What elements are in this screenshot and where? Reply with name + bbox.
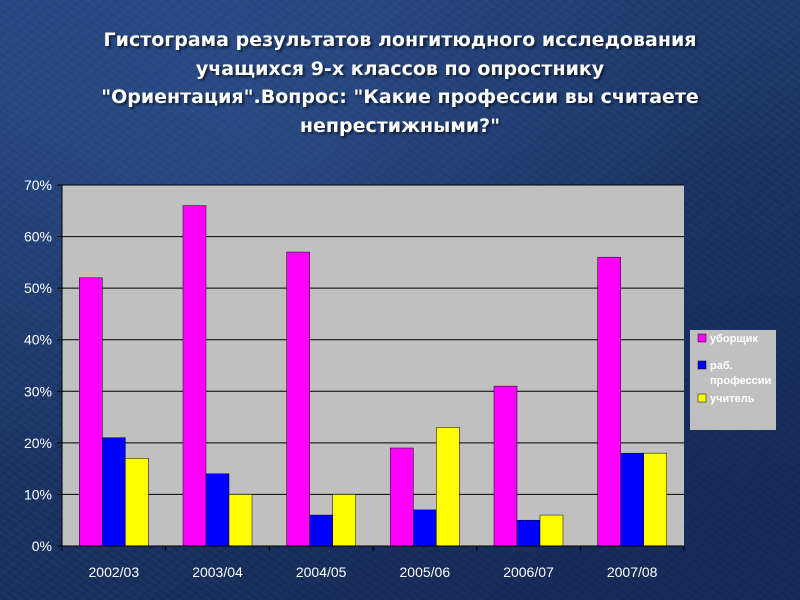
title-line: Гистограма результатов лонгитюдного иссл… — [103, 29, 697, 51]
y-tick-label: 70% — [24, 177, 52, 193]
x-tick-label: 2005/06 — [400, 564, 451, 580]
legend-label: уборщик — [710, 333, 758, 345]
bar-1-3 — [413, 509, 437, 547]
bar-0-0 — [79, 277, 103, 547]
y-tick-label: 30% — [24, 383, 52, 399]
bar-0-2 — [286, 251, 310, 547]
y-tick-label: 60% — [24, 229, 52, 245]
x-tick-label: 2004/05 — [296, 564, 347, 580]
x-tick-label: 2007/08 — [607, 564, 658, 580]
bar-1-5 — [620, 452, 644, 547]
bar-2-1 — [228, 494, 253, 547]
legend: уборщик раб. профессии учитель — [690, 330, 776, 430]
bar-2-4 — [539, 514, 564, 547]
x-tick-label: 2003/04 — [192, 564, 243, 580]
plot-area — [62, 185, 684, 546]
bar-0-3 — [390, 447, 414, 547]
x-tick-label: 2002/03 — [89, 564, 140, 580]
y-tick-label: 50% — [24, 280, 52, 296]
bar-2-0 — [125, 458, 149, 547]
legend-box — [690, 330, 776, 430]
legend-swatch — [697, 360, 707, 370]
bar-2-2 — [332, 494, 356, 547]
bars — [79, 205, 667, 547]
legend-label: учитель — [710, 393, 755, 405]
y-tick-label: 40% — [24, 332, 52, 348]
bar-1-2 — [309, 514, 333, 547]
y-tick-label: 0% — [32, 538, 52, 554]
bar-2-5 — [643, 452, 667, 547]
title-line: учащихся 9-х классов по опростнику — [195, 57, 605, 80]
y-tick-label: 20% — [24, 435, 52, 451]
y-tick-label: 10% — [24, 486, 52, 502]
title-line: "Ориентация".Вопрос: "Какие профессии вы… — [101, 86, 699, 108]
bar-1-4 — [516, 519, 541, 547]
legend-label: раб. профессии — [710, 360, 771, 387]
slide-title: Гистограма результатов лонгитюдного иссл… — [40, 26, 760, 140]
grid-lines — [62, 184, 684, 495]
title-line: непрестижными?" — [299, 114, 501, 137]
legend-swatch — [697, 393, 707, 403]
x-axis-ticks: 2002/03 2003/04 2004/05 2005/06 2006/07 2007/… — [61, 546, 685, 580]
bar-0-5 — [597, 256, 621, 547]
bar-0-1 — [182, 205, 207, 547]
bar-2-3 — [436, 427, 460, 547]
x-tick-label: 2006/07 — [503, 564, 554, 580]
bar-0-4 — [493, 385, 518, 547]
bar-1-1 — [205, 473, 230, 547]
bar-1-0 — [102, 437, 126, 547]
legend-swatch — [697, 333, 707, 343]
y-axis-ticks: 0% 10% 20% 30% 40% 50% 60% 70% — [24, 177, 62, 554]
